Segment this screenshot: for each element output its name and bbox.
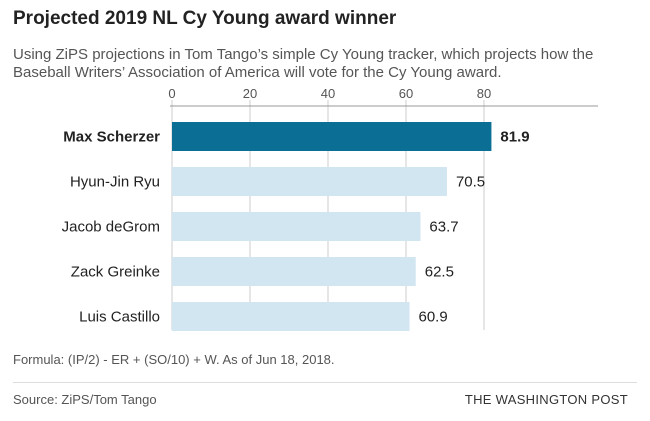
x-tick-label-40: 40	[321, 86, 335, 101]
publisher-credit: THE WASHINGTON POST	[464, 392, 628, 407]
bar-max-scherzer	[172, 122, 492, 151]
category-label-hyun-jin-ryu: Hyun-Jin Ryu	[70, 174, 160, 191]
chart-subtitle: Using ZiPS projections in Tom Tango’s si…	[13, 46, 594, 81]
source-note: Source: ZiPS/Tom Tango	[13, 392, 157, 407]
footer-divider	[13, 382, 637, 383]
category-label-jacob-degrom: Jacob deGrom	[62, 219, 160, 236]
value-label-jacob-degrom: 63.7	[429, 219, 458, 236]
category-label-zack-greinke: Zack Greinke	[71, 264, 160, 281]
value-label-luis-castillo: 60.9	[419, 309, 448, 326]
bar-zack-greinke	[172, 257, 416, 286]
chart-title: Projected 2019 NL Cy Young award winner	[13, 8, 397, 29]
value-label-max-scherzer: 81.9	[500, 129, 529, 146]
x-tick-label-60: 60	[399, 86, 413, 101]
bar-hyun-jin-ryu	[172, 167, 447, 196]
category-label-luis-castillo: Luis Castillo	[79, 309, 160, 326]
x-tick-label-0: 0	[168, 86, 175, 101]
value-label-hyun-jin-ryu: 70.5	[456, 174, 485, 191]
bar-jacob-degrom	[172, 212, 421, 241]
bar-chart: 0 20 40 60 80 Max Scherzer 81.9 Hyun-Jin Ryu 70.…	[62, 86, 598, 331]
value-label-zack-greinke: 62.5	[425, 264, 454, 281]
x-tick-label-20: 20	[243, 86, 257, 101]
category-label-max-scherzer: Max Scherzer	[63, 129, 160, 146]
bar-luis-castillo	[172, 302, 410, 331]
x-tick-label-80: 80	[477, 86, 491, 101]
formula-note: Formula: (IP/2) - ER + (SO/10) + W. As o…	[13, 352, 335, 367]
